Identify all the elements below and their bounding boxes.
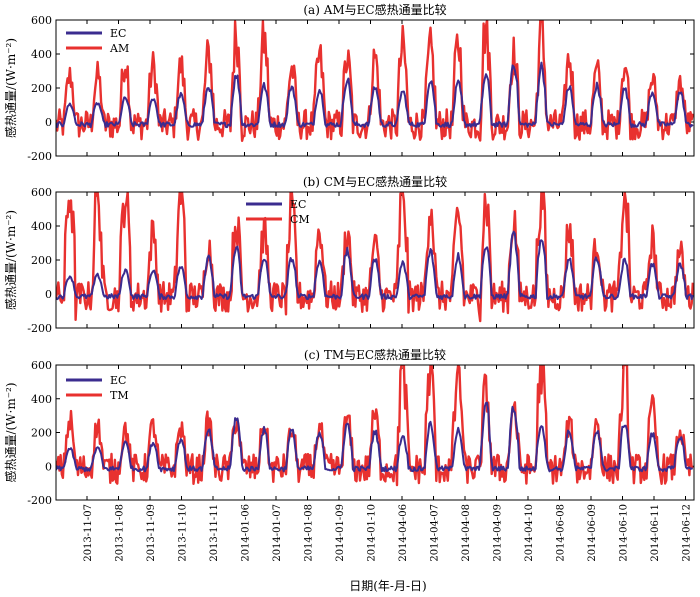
y-tick-label: 600 bbox=[31, 186, 52, 199]
series-line-ec bbox=[56, 61, 694, 129]
panel-title: (c) TM与EC感热通量比较 bbox=[304, 347, 446, 362]
y-tick-label: -200 bbox=[27, 322, 52, 335]
x-tick-label: 2014-01-06 bbox=[241, 504, 252, 562]
y-tick-label: 200 bbox=[31, 427, 52, 440]
x-tick-label: 2014-01-08 bbox=[304, 504, 315, 562]
y-tick-label: -200 bbox=[27, 150, 52, 163]
x-tick-label: 2014-04-08 bbox=[461, 504, 472, 562]
y-tick-label: 0 bbox=[45, 116, 52, 129]
series-line-ec bbox=[56, 401, 693, 473]
x-tick-label: 2014-01-09 bbox=[335, 504, 346, 562]
series-line-tm bbox=[56, 365, 694, 487]
y-tick-label: 400 bbox=[31, 393, 52, 406]
y-tick-label: 200 bbox=[31, 254, 52, 267]
legend-label-ec: EC bbox=[290, 198, 306, 211]
x-tick-label: 2014-06-09 bbox=[587, 504, 598, 562]
panel-title: (a) AM与EC感热通量比较 bbox=[303, 2, 446, 17]
x-axis-title: 日期(年-月-日) bbox=[349, 579, 426, 593]
legend-label-ec: EC bbox=[110, 27, 126, 40]
legend-label-tm: TM bbox=[110, 389, 129, 402]
y-axis-title: 感热通量/(W·m⁻²) bbox=[3, 210, 18, 310]
legend-label-am: AM bbox=[109, 42, 129, 55]
x-tick-label: 2014-04-07 bbox=[430, 504, 441, 562]
panel-2: (b) CM与EC感热通量比较 -200 0 200 400 600 感热通量/(W·m⁻²… bbox=[3, 174, 695, 335]
y-tick-label: 400 bbox=[31, 220, 52, 233]
panel-3: (c) TM与EC感热通量比较 -200 0 200 400 600 感热通量/(W·m⁻²… bbox=[3, 347, 695, 507]
y-tick-label: 0 bbox=[45, 460, 52, 473]
panel-1: (a) AM与EC感热通量比较 -200 0 200 400 600 感热通量/(W·m⁻²… bbox=[3, 2, 695, 163]
plot-frame bbox=[55, 364, 695, 501]
series-line-cm bbox=[56, 192, 694, 323]
x-tick-label: 2014-01-07 bbox=[272, 504, 283, 562]
legend-label-cm: CM bbox=[290, 213, 310, 226]
plot-frame bbox=[55, 191, 695, 329]
plot-frame bbox=[55, 19, 695, 157]
x-tick-label: 2013-11-11 bbox=[209, 504, 220, 562]
y-tick-label: -200 bbox=[27, 494, 52, 507]
legend-label-ec: EC bbox=[110, 374, 126, 387]
panel-title: (b) CM与EC感热通量比较 bbox=[303, 174, 447, 189]
y-tick-label: 0 bbox=[45, 288, 52, 301]
x-tick-label: 2014-04-09 bbox=[493, 504, 504, 562]
x-tick-label: 2014-04-10 bbox=[524, 504, 535, 562]
x-tick-label: 2014-04-06 bbox=[398, 504, 409, 562]
x-tick-label: 2013-11-07 bbox=[83, 504, 94, 562]
x-tick-label: 2013-11-08 bbox=[115, 504, 126, 562]
series-line-ec bbox=[56, 230, 694, 301]
x-tick-label: 2014-06-12 bbox=[682, 504, 693, 562]
x-tick-label: 2014-06-10 bbox=[619, 504, 630, 562]
y-axis-title: 感热通量/(W·m⁻²) bbox=[3, 38, 18, 138]
y-tick-label: 600 bbox=[31, 359, 52, 372]
x-tick-label: 2014-06-11 bbox=[650, 504, 661, 562]
y-tick-label: 200 bbox=[31, 82, 52, 95]
x-tick-label: 2013-11-10 bbox=[178, 504, 189, 562]
series-line-am bbox=[56, 20, 694, 142]
x-tick-label: 2014-06-08 bbox=[556, 504, 567, 562]
x-tick-label: 2014-01-10 bbox=[367, 504, 378, 562]
x-tick-label: 2013-11-09 bbox=[146, 504, 157, 562]
y-tick-label: 600 bbox=[31, 14, 52, 27]
y-axis-title: 感热通量/(W·m⁻²) bbox=[3, 382, 18, 482]
y-tick-label: 400 bbox=[31, 48, 52, 61]
